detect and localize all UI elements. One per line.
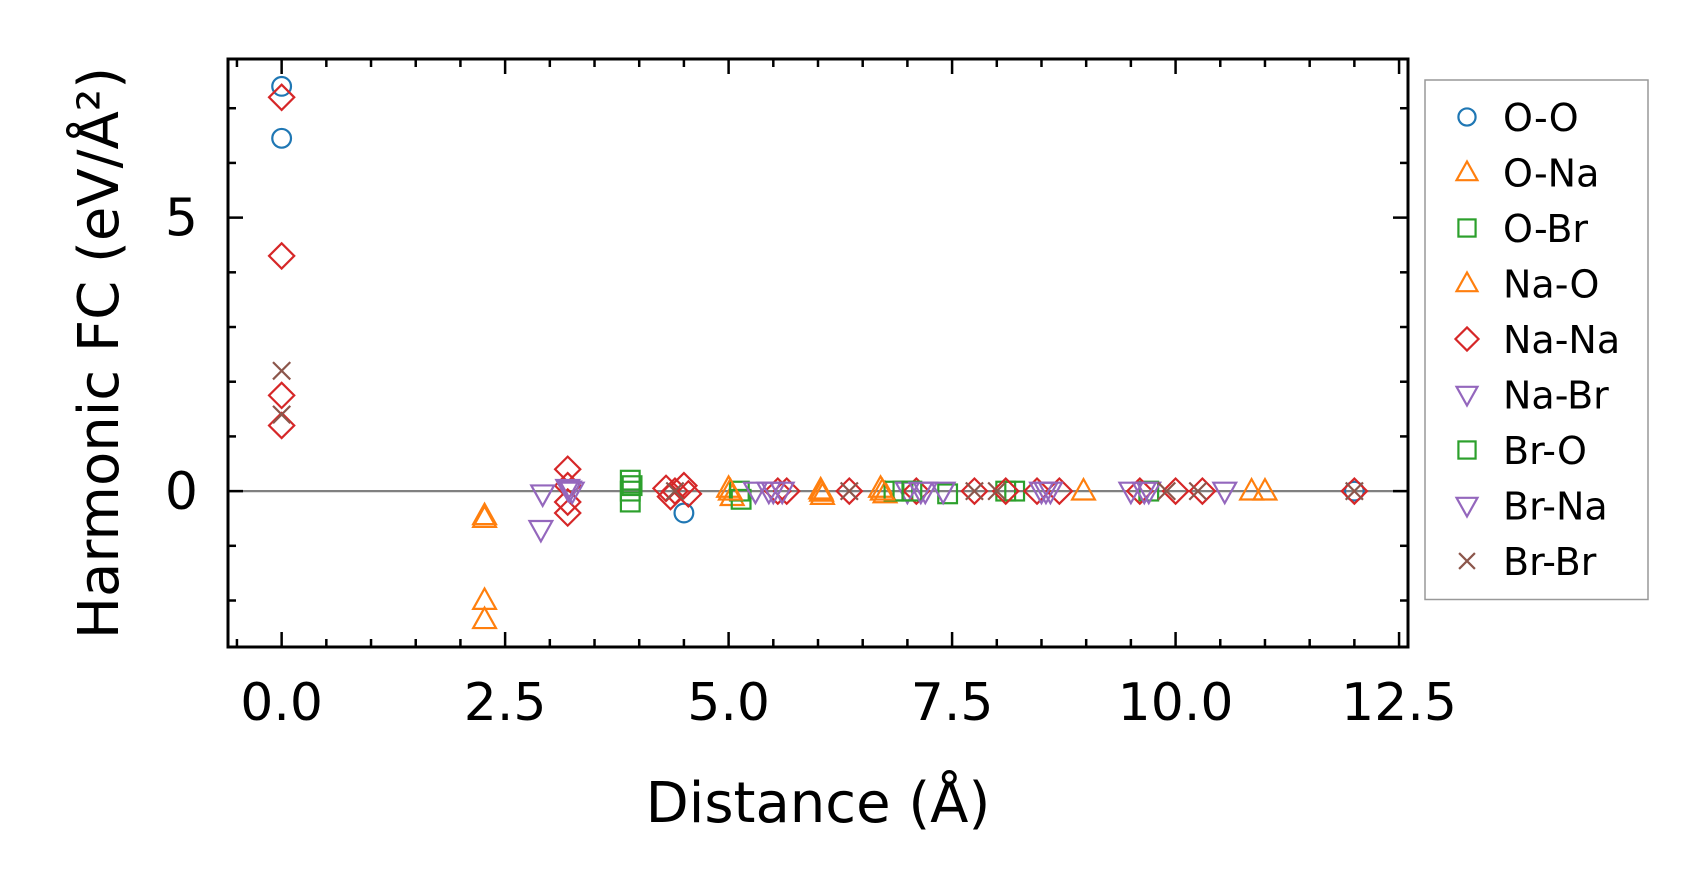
series-br-na bbox=[556, 480, 1158, 506]
legend-label: O-O bbox=[1503, 96, 1579, 140]
data-point-br-na bbox=[755, 481, 783, 506]
data-point-na-na bbox=[669, 471, 699, 500]
x-tick-label: 7.5 bbox=[911, 673, 994, 733]
data-point-o-na bbox=[1251, 476, 1279, 501]
data-point-na-na bbox=[267, 411, 296, 440]
data-point-o-o bbox=[271, 75, 293, 97]
data-point-na-na bbox=[1022, 476, 1052, 506]
data-point-br-br bbox=[987, 481, 1007, 501]
data-point-br-na bbox=[907, 481, 935, 506]
data-point-o-na bbox=[471, 501, 498, 526]
data-point-na-na bbox=[1161, 476, 1190, 506]
data-point-o-br bbox=[619, 480, 641, 502]
legend-label: Na-Na bbox=[1503, 318, 1620, 362]
legend-marker bbox=[1457, 107, 1477, 127]
data-point-br-br bbox=[272, 405, 292, 424]
data-point-br-br bbox=[1344, 481, 1364, 501]
legend-label: Na-O bbox=[1503, 263, 1599, 307]
data-point-o-o bbox=[271, 127, 293, 149]
data-point-na-o bbox=[869, 476, 896, 501]
legend-label: O-Br bbox=[1503, 207, 1588, 251]
data-point-na-br bbox=[1211, 481, 1239, 506]
legend-marker bbox=[1454, 270, 1480, 293]
tick-group bbox=[228, 59, 1408, 647]
data-point-br-na bbox=[1032, 481, 1060, 506]
data-point-o-na bbox=[1070, 476, 1097, 501]
y-tick-label: 5 bbox=[165, 189, 198, 249]
x-tick-label: 12.5 bbox=[1341, 673, 1457, 733]
data-point-na-na bbox=[267, 381, 296, 410]
data-point-na-br bbox=[527, 519, 555, 544]
data-point-na-br bbox=[529, 484, 556, 509]
legend-marker bbox=[1454, 159, 1480, 182]
legend-marker bbox=[1454, 385, 1480, 408]
data-point-na-o bbox=[471, 504, 498, 528]
data-point-br-br bbox=[965, 481, 984, 501]
legend-label: O-Na bbox=[1503, 152, 1599, 196]
data-point-na-na bbox=[674, 479, 703, 509]
data-point-na-na bbox=[267, 83, 296, 112]
data-point-o-o bbox=[673, 502, 695, 524]
data-point-br-br bbox=[665, 481, 685, 501]
data-point-br-br bbox=[839, 481, 859, 501]
data-point-o-br bbox=[619, 491, 641, 513]
x-tick-label: 5.0 bbox=[687, 673, 770, 733]
data-point-na-br bbox=[929, 481, 957, 506]
data-point-na-na bbox=[991, 476, 1020, 506]
legend-label: Na-Br bbox=[1503, 374, 1609, 418]
data-point-na-na bbox=[651, 474, 681, 503]
x-tick-label: 10.0 bbox=[1118, 673, 1234, 733]
legend-box bbox=[1424, 79, 1649, 601]
data-point-na-na bbox=[553, 455, 582, 484]
data-point-na-na bbox=[1340, 476, 1369, 506]
plot-frame bbox=[226, 57, 1410, 649]
data-point-o-br bbox=[619, 469, 641, 491]
legend-marker bbox=[1454, 496, 1480, 519]
data-point-br-na bbox=[1131, 481, 1158, 506]
data-point-na-na bbox=[902, 476, 931, 506]
data-point-na-br bbox=[742, 481, 769, 506]
x-tick-label: 2.5 bbox=[464, 673, 547, 733]
data-point-na-o bbox=[808, 477, 835, 502]
data-point-br-br bbox=[1157, 481, 1177, 501]
data-point-na-br bbox=[768, 481, 796, 506]
series-na-o bbox=[471, 476, 896, 528]
data-point-na-na bbox=[267, 241, 296, 271]
legend-label: Br-Br bbox=[1503, 540, 1597, 584]
data-point-br-na bbox=[556, 480, 583, 505]
data-point-na-na bbox=[763, 476, 792, 506]
data-point-br-br bbox=[1188, 481, 1208, 501]
y-tick-label: 0 bbox=[165, 462, 198, 522]
series-na-na bbox=[267, 83, 1369, 528]
tick-label-group: 0.0 2.5 5.0 7.5 10.0 12.5 0 5 bbox=[165, 189, 1457, 733]
data-point-o-na bbox=[1238, 476, 1265, 501]
data-point-br-br bbox=[272, 361, 292, 381]
data-point-br-o bbox=[621, 475, 643, 497]
legend-marker bbox=[1458, 552, 1476, 570]
data-point-na-na bbox=[1125, 476, 1154, 506]
data-point-na-o bbox=[717, 476, 744, 501]
data-point-o-o bbox=[1343, 480, 1365, 502]
series-o-o bbox=[271, 75, 1365, 524]
legend-marker bbox=[1457, 440, 1477, 460]
data-point-na-na bbox=[553, 498, 582, 528]
data-point-na-na bbox=[835, 476, 864, 506]
legend-label: Br-Na bbox=[1503, 485, 1608, 529]
data-point-na-br bbox=[1117, 481, 1145, 506]
x-axis-label: Distance (Å) bbox=[646, 770, 991, 836]
data-point-na-na bbox=[960, 476, 989, 506]
legend-marker bbox=[1457, 218, 1477, 238]
data-points-group bbox=[267, 75, 1369, 630]
legend: O-O O-Na O-Br Na-O Na-Na Na-Br Br-O Br-Na Br-Br bbox=[1424, 79, 1649, 601]
data-point-o-na bbox=[471, 605, 498, 630]
y-axis-label: Harmonic FC (eV/Å²) bbox=[66, 67, 132, 639]
series-br-br bbox=[272, 361, 1364, 501]
legend-label: Br-O bbox=[1503, 429, 1587, 473]
x-tick-label: 0.0 bbox=[240, 673, 323, 733]
legend-marker bbox=[1453, 325, 1481, 353]
